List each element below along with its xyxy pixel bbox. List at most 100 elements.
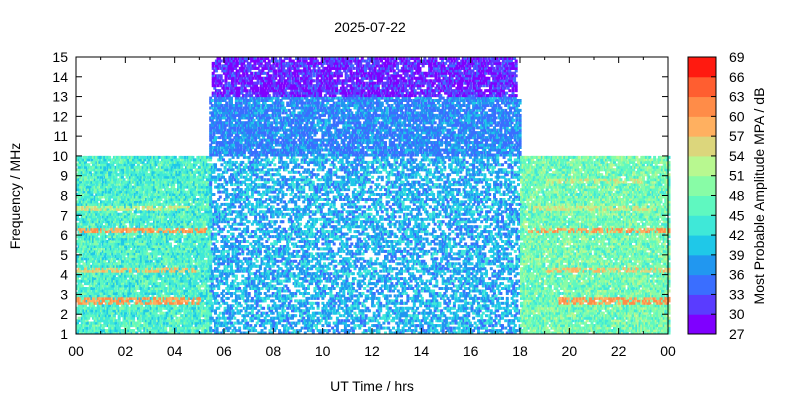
- heatmap-cell: [124, 269, 128, 273]
- heatmap-cell: [146, 254, 150, 258]
- heatmap-cell: [128, 198, 132, 201]
- heatmap-cell: [96, 306, 100, 310]
- heatmap-cell: [92, 212, 95, 216]
- heatmap-cell: [100, 220, 103, 224]
- heatmap-cell: [88, 264, 92, 268]
- heatmap-cell: [76, 235, 79, 239]
- heatmap-cell: [79, 289, 83, 293]
- heatmap-cell: [84, 294, 87, 298]
- heatmap-cell: [135, 202, 139, 206]
- heatmap-cell: [85, 296, 89, 300]
- heatmap-cell: [117, 262, 121, 266]
- heatmap-cell: [127, 309, 131, 313]
- heatmap-cell: [103, 309, 107, 313]
- heatmap-cell: [133, 230, 137, 234]
- heatmap-cell: [79, 190, 83, 194]
- heatmap-cell: [84, 277, 87, 281]
- heatmap-cell: [130, 188, 134, 192]
- heatmap-cell: [125, 173, 129, 177]
- heatmap-cell: [82, 254, 86, 258]
- heatmap-cell: [88, 326, 92, 330]
- heatmap-cell: [76, 326, 79, 330]
- heatmap-cell: [122, 185, 126, 189]
- heatmap-cell: [124, 160, 128, 164]
- heatmap-cell: [96, 267, 100, 271]
- heatmap-cell: [88, 175, 92, 179]
- heatmap-cell: [101, 269, 105, 273]
- heatmap-cell: [114, 215, 118, 219]
- heatmap-cell: [124, 180, 128, 184]
- heatmap-cell: [153, 319, 156, 323]
- heatmap-cell: [149, 292, 153, 295]
- heatmap-cell: [149, 222, 153, 226]
- heatmap-cell: [119, 279, 123, 283]
- heatmap-cell: [109, 289, 113, 293]
- heatmap-cell: [116, 220, 120, 224]
- heatmap-cell: [76, 155, 79, 159]
- heatmap-cell: [101, 314, 105, 318]
- heatmap-cell: [153, 262, 156, 266]
- heatmap-cell: [84, 296, 87, 300]
- heatmap-cell: [151, 168, 155, 172]
- heatmap-cell: [95, 309, 99, 313]
- heatmap-cell: [85, 254, 89, 258]
- heatmap-cell: [79, 170, 83, 174]
- heatmap-cell: [109, 170, 113, 174]
- heatmap-cell: [122, 168, 126, 172]
- heatmap-cell: [130, 207, 134, 211]
- heatmap-cell: [111, 249, 115, 253]
- heatmap-cell: [117, 227, 121, 231]
- heatmap-cell: [92, 247, 95, 251]
- heatmap-cell: [125, 304, 129, 308]
- heatmap-cell: [106, 316, 110, 320]
- heatmap-cell: [136, 198, 140, 201]
- heatmap-cell: [112, 207, 116, 211]
- heatmap-cell: [157, 155, 161, 159]
- heatmap-cell: [82, 277, 86, 281]
- heatmap-cell: [130, 257, 134, 261]
- heatmap-cell: [127, 294, 131, 298]
- heatmap-cell: [108, 279, 112, 283]
- heatmap-cell: [112, 301, 116, 305]
- heatmap-cell: [104, 294, 108, 298]
- heatmap-cell: [130, 240, 134, 243]
- heatmap-cell: [133, 287, 137, 290]
- heatmap-cell: [87, 207, 91, 211]
- heatmap-cell: [143, 279, 147, 283]
- heatmap-cell: [148, 314, 152, 318]
- heatmap-cell: [135, 247, 139, 251]
- heatmap-cell: [138, 247, 142, 251]
- heatmap-cell: [141, 202, 145, 206]
- heatmap-cell: [149, 259, 153, 263]
- heatmap-cell: [108, 277, 112, 281]
- heatmap-cell: [84, 309, 87, 313]
- heatmap-cell: [111, 319, 115, 323]
- heatmap-cell: [125, 235, 129, 239]
- heatmap-cell: [79, 267, 83, 271]
- heatmap-cell: [125, 269, 129, 273]
- heatmap-cell: [130, 296, 134, 300]
- heatmap-cell: [132, 282, 136, 286]
- heatmap-cell: [117, 180, 121, 184]
- heatmap-cell: [92, 183, 95, 187]
- heatmap-cell: [127, 259, 131, 263]
- heatmap-cell: [141, 316, 145, 320]
- heatmap-cell: [84, 193, 87, 196]
- heatmap-cell: [127, 254, 131, 258]
- heatmap-cell: [103, 259, 107, 263]
- heatmap-cell: [114, 168, 118, 172]
- heatmap-cell: [93, 158, 97, 162]
- heatmap-cell: [92, 277, 95, 281]
- heatmap-cell: [82, 311, 86, 315]
- heatmap-cell: [93, 155, 97, 159]
- heatmap-cell: [77, 324, 81, 328]
- heatmap-cell: [130, 309, 134, 313]
- heatmap-cell: [140, 240, 144, 243]
- heatmap-cell: [109, 284, 113, 288]
- heatmap-cell: [92, 321, 95, 325]
- heatmap-cell: [117, 165, 121, 169]
- heatmap-cell: [96, 324, 100, 328]
- heatmap-cell: [141, 274, 145, 278]
- heatmap-cell: [119, 212, 123, 216]
- heatmap-cell: [144, 326, 148, 330]
